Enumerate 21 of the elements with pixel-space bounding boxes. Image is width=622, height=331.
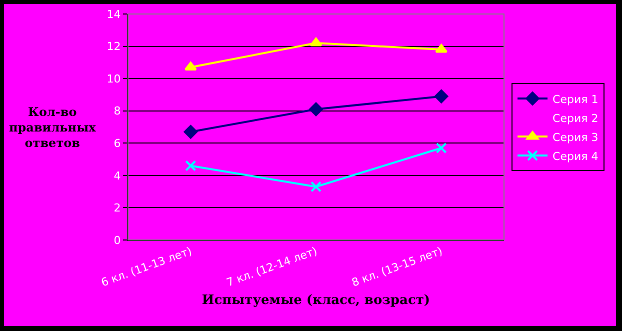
point: [309, 102, 323, 116]
y-tick-label: 2: [114, 202, 121, 215]
y-tick-label: 4: [114, 169, 121, 182]
x-axis-title: Испытуемые (класс, возраст): [202, 292, 430, 308]
legend-label: Серия 1: [552, 92, 598, 106]
y-tick-label: 12: [106, 40, 121, 54]
legend-label: Серия 4: [552, 150, 598, 163]
y-tick-label: 6: [114, 136, 121, 150]
y-tick-label: 10: [106, 72, 121, 86]
y-axis-title: Кол-во правильных ответов: [9, 105, 97, 150]
point: [434, 89, 448, 104]
text: Серия 2: [552, 112, 598, 125]
y-tick-label: 0: [114, 234, 121, 247]
point: [184, 124, 198, 139]
point: [436, 142, 447, 154]
y-tick-label: 14: [106, 8, 121, 21]
legend-label: Серия 3: [552, 130, 598, 144]
y-tick-label: 8: [114, 104, 121, 118]
point: [310, 181, 322, 192]
point: [185, 160, 196, 172]
point: [184, 62, 197, 71]
